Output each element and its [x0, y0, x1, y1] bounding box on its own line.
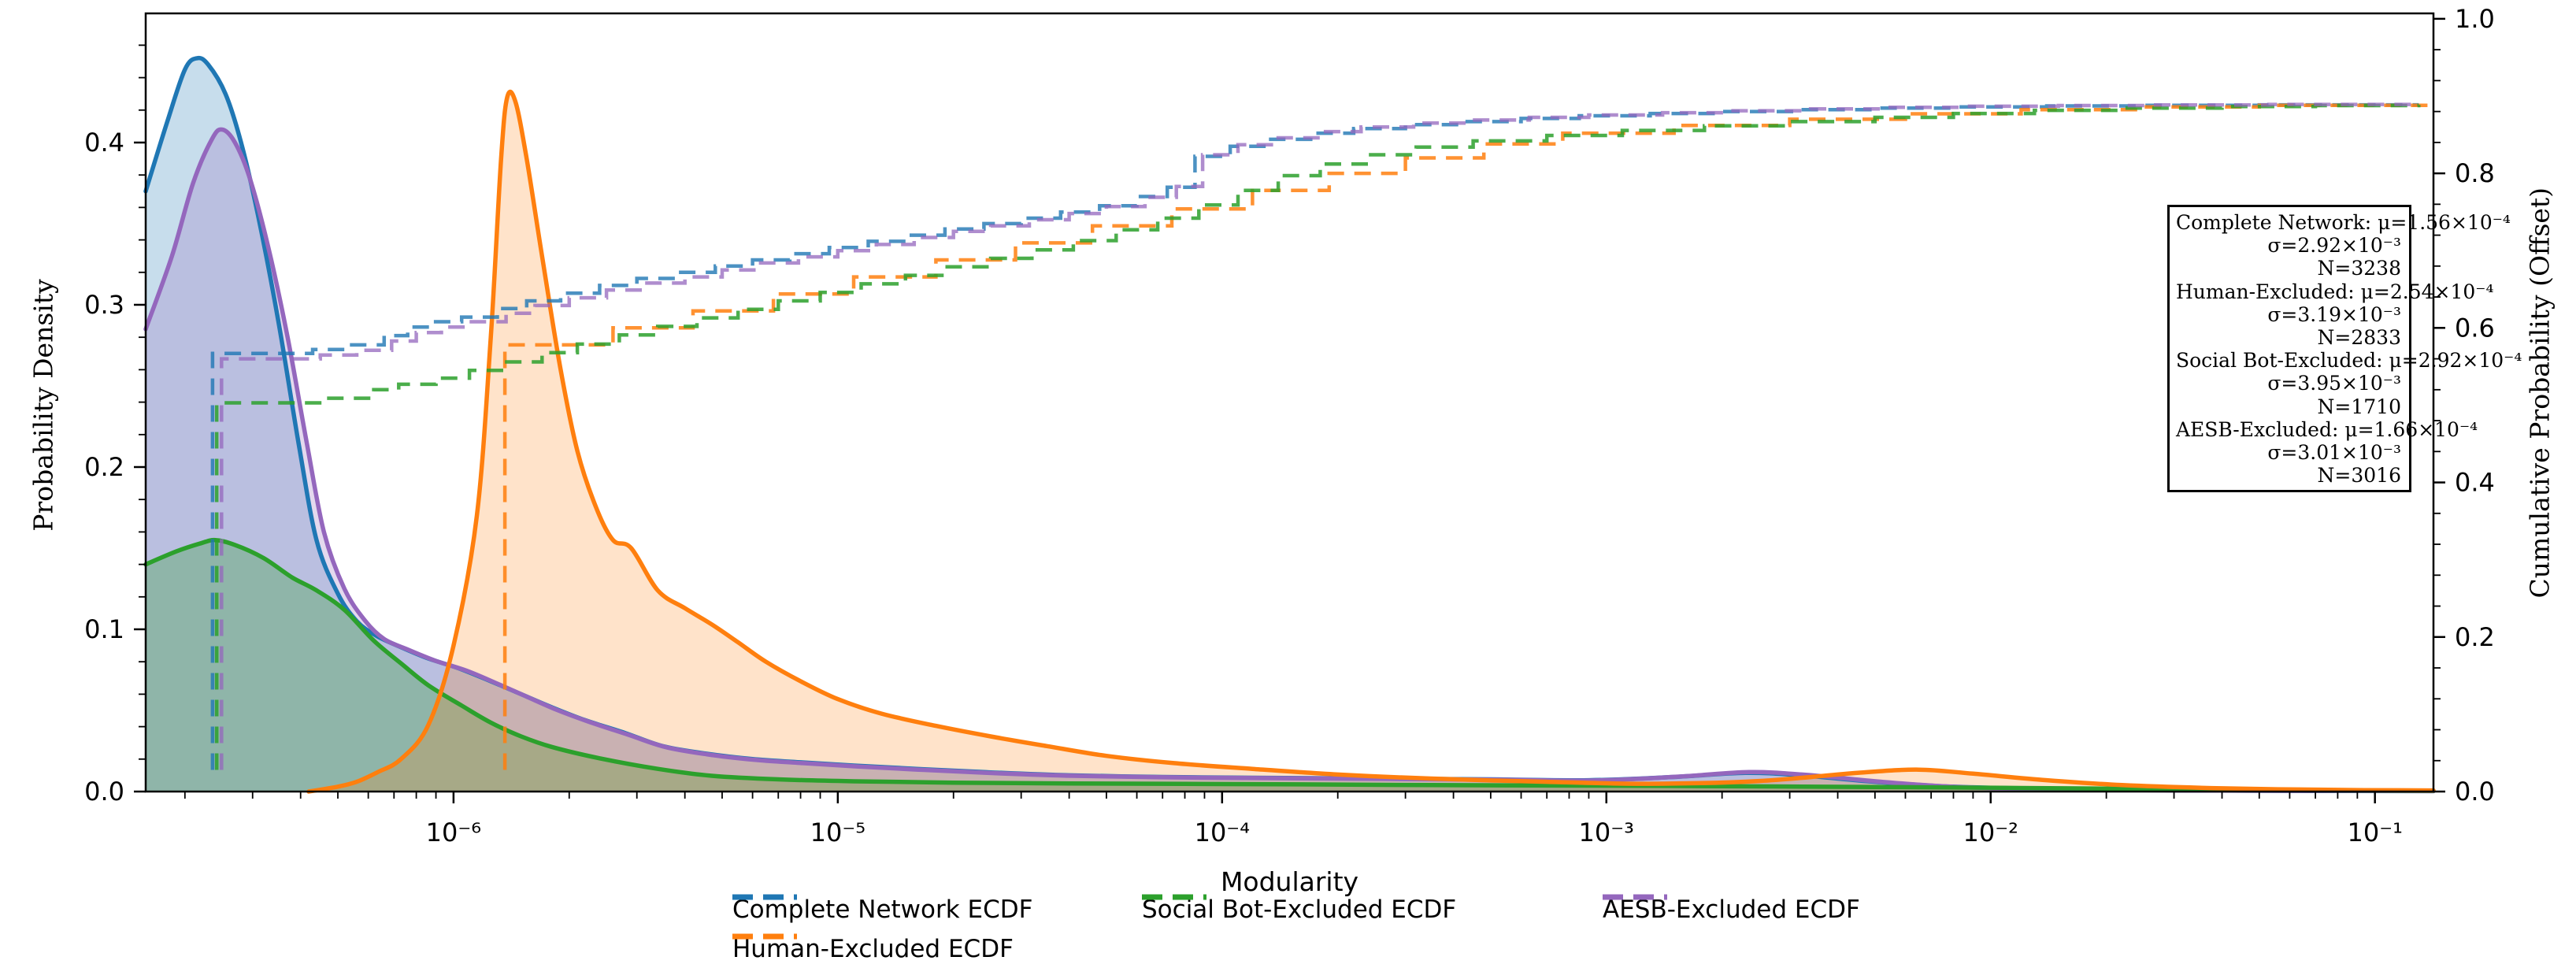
kde-curve-aesb-excluded-kde — [143, 127, 2436, 794]
stats-line: N=2833 — [2317, 326, 2401, 350]
legend-label: Complete Network ECDF — [732, 896, 1033, 924]
legend-dash-icon — [732, 894, 797, 900]
kde-fill-complete-network-kde — [146, 57, 2433, 792]
x-tick-label: 10⁻³ — [1579, 818, 1634, 847]
stats-line: σ=3.95×10⁻³ — [2267, 372, 2401, 395]
x-tick-label: 10⁻⁴ — [1195, 818, 1250, 847]
y-right-tick-label: 1.0 — [2455, 4, 2495, 34]
y-left-tick-label: 0.1 — [84, 614, 124, 644]
stats-line: σ=2.92×10⁻³ — [2267, 234, 2401, 258]
x-tick-label: 10⁻⁵ — [810, 818, 865, 847]
ecdf-curve-human-excluded-ecdf — [502, 103, 2431, 770]
y-left-tick-label: 0.2 — [84, 452, 124, 482]
stats-line: Human-Excluded: μ=2.54×10⁻⁴ — [2176, 280, 2494, 303]
legend-item: Complete Network ECDF — [732, 894, 1032, 925]
legend-label: Social Bot-Excluded ECDF — [1142, 896, 1457, 924]
y-right-tick-label: 0.6 — [2455, 313, 2495, 343]
x-tick-label: 10⁻⁶ — [426, 818, 481, 847]
legend-dash-icon — [1142, 894, 1206, 900]
legend-item: Human-Excluded ECDF — [732, 933, 1014, 965]
x-tick-label: 10⁻¹ — [2347, 818, 2402, 847]
legend: Complete Network ECDF Social Bot-Excluded… — [0, 894, 2576, 979]
legend-label: AESB-Excluded ECDF — [1603, 896, 1860, 924]
legend-dash-icon — [1603, 894, 1667, 900]
ecdf-curve-aesb-excluded-ecdf — [220, 102, 2421, 770]
stats-line: N=3238 — [2317, 257, 2401, 280]
ecdf-curve-social-bot-excluded-ecdf — [214, 103, 2421, 770]
y-right-tick-label: 0.8 — [2455, 158, 2495, 188]
stats-line: σ=3.19×10⁻³ — [2267, 302, 2401, 326]
y-right-tick-label: 0.2 — [2455, 622, 2495, 652]
stats-line: N=3016 — [2317, 464, 2401, 488]
stats-line: AESB-Excluded: μ=1.66×10⁻⁴ — [2176, 417, 2478, 441]
legend-item: Social Bot-Excluded ECDF — [1142, 894, 1456, 925]
y-left-tick-label: 0.3 — [84, 290, 124, 320]
y-right-tick-label: 0.0 — [2455, 777, 2495, 807]
stats-box: Complete Network: μ=1.56×10⁻⁴ σ=2.92×10⁻³… — [2167, 205, 2522, 493]
legend-label: Human-Excluded ECDF — [732, 935, 1014, 963]
kde-fill-aesb-excluded-kde — [146, 129, 2433, 792]
legend-dash-icon — [732, 933, 797, 940]
legend-item: AESB-Excluded ECDF — [1603, 894, 1860, 925]
kde-curve-human-excluded-kde — [306, 89, 2436, 794]
x-axis-label: Modularity — [1220, 866, 1359, 897]
kde-curve-social-bot-excluded-kde — [143, 537, 2436, 793]
y-axis-label-left: Probability Density — [28, 279, 59, 532]
stats-line: Complete Network: μ=1.56×10⁻⁴ — [2176, 211, 2511, 234]
kde-fill-social-bot-excluded-kde — [146, 540, 2433, 792]
stats-line: N=1710 — [2317, 395, 2401, 418]
y-left-tick-label: 0.4 — [84, 128, 124, 158]
y-left-tick-label: 0.0 — [84, 777, 124, 807]
x-tick-label: 10⁻² — [1963, 818, 2018, 847]
y-right-tick-label: 0.4 — [2455, 468, 2495, 498]
y-axis-label-right: Cumulative Probability (Offset) — [2524, 187, 2556, 599]
stats-line: Social Bot-Excluded: μ=2.92×10⁻⁴ — [2176, 349, 2522, 373]
kde-fill-human-excluded-kde — [309, 91, 2433, 792]
stats-line: σ=3.01×10⁻³ — [2267, 441, 2401, 465]
